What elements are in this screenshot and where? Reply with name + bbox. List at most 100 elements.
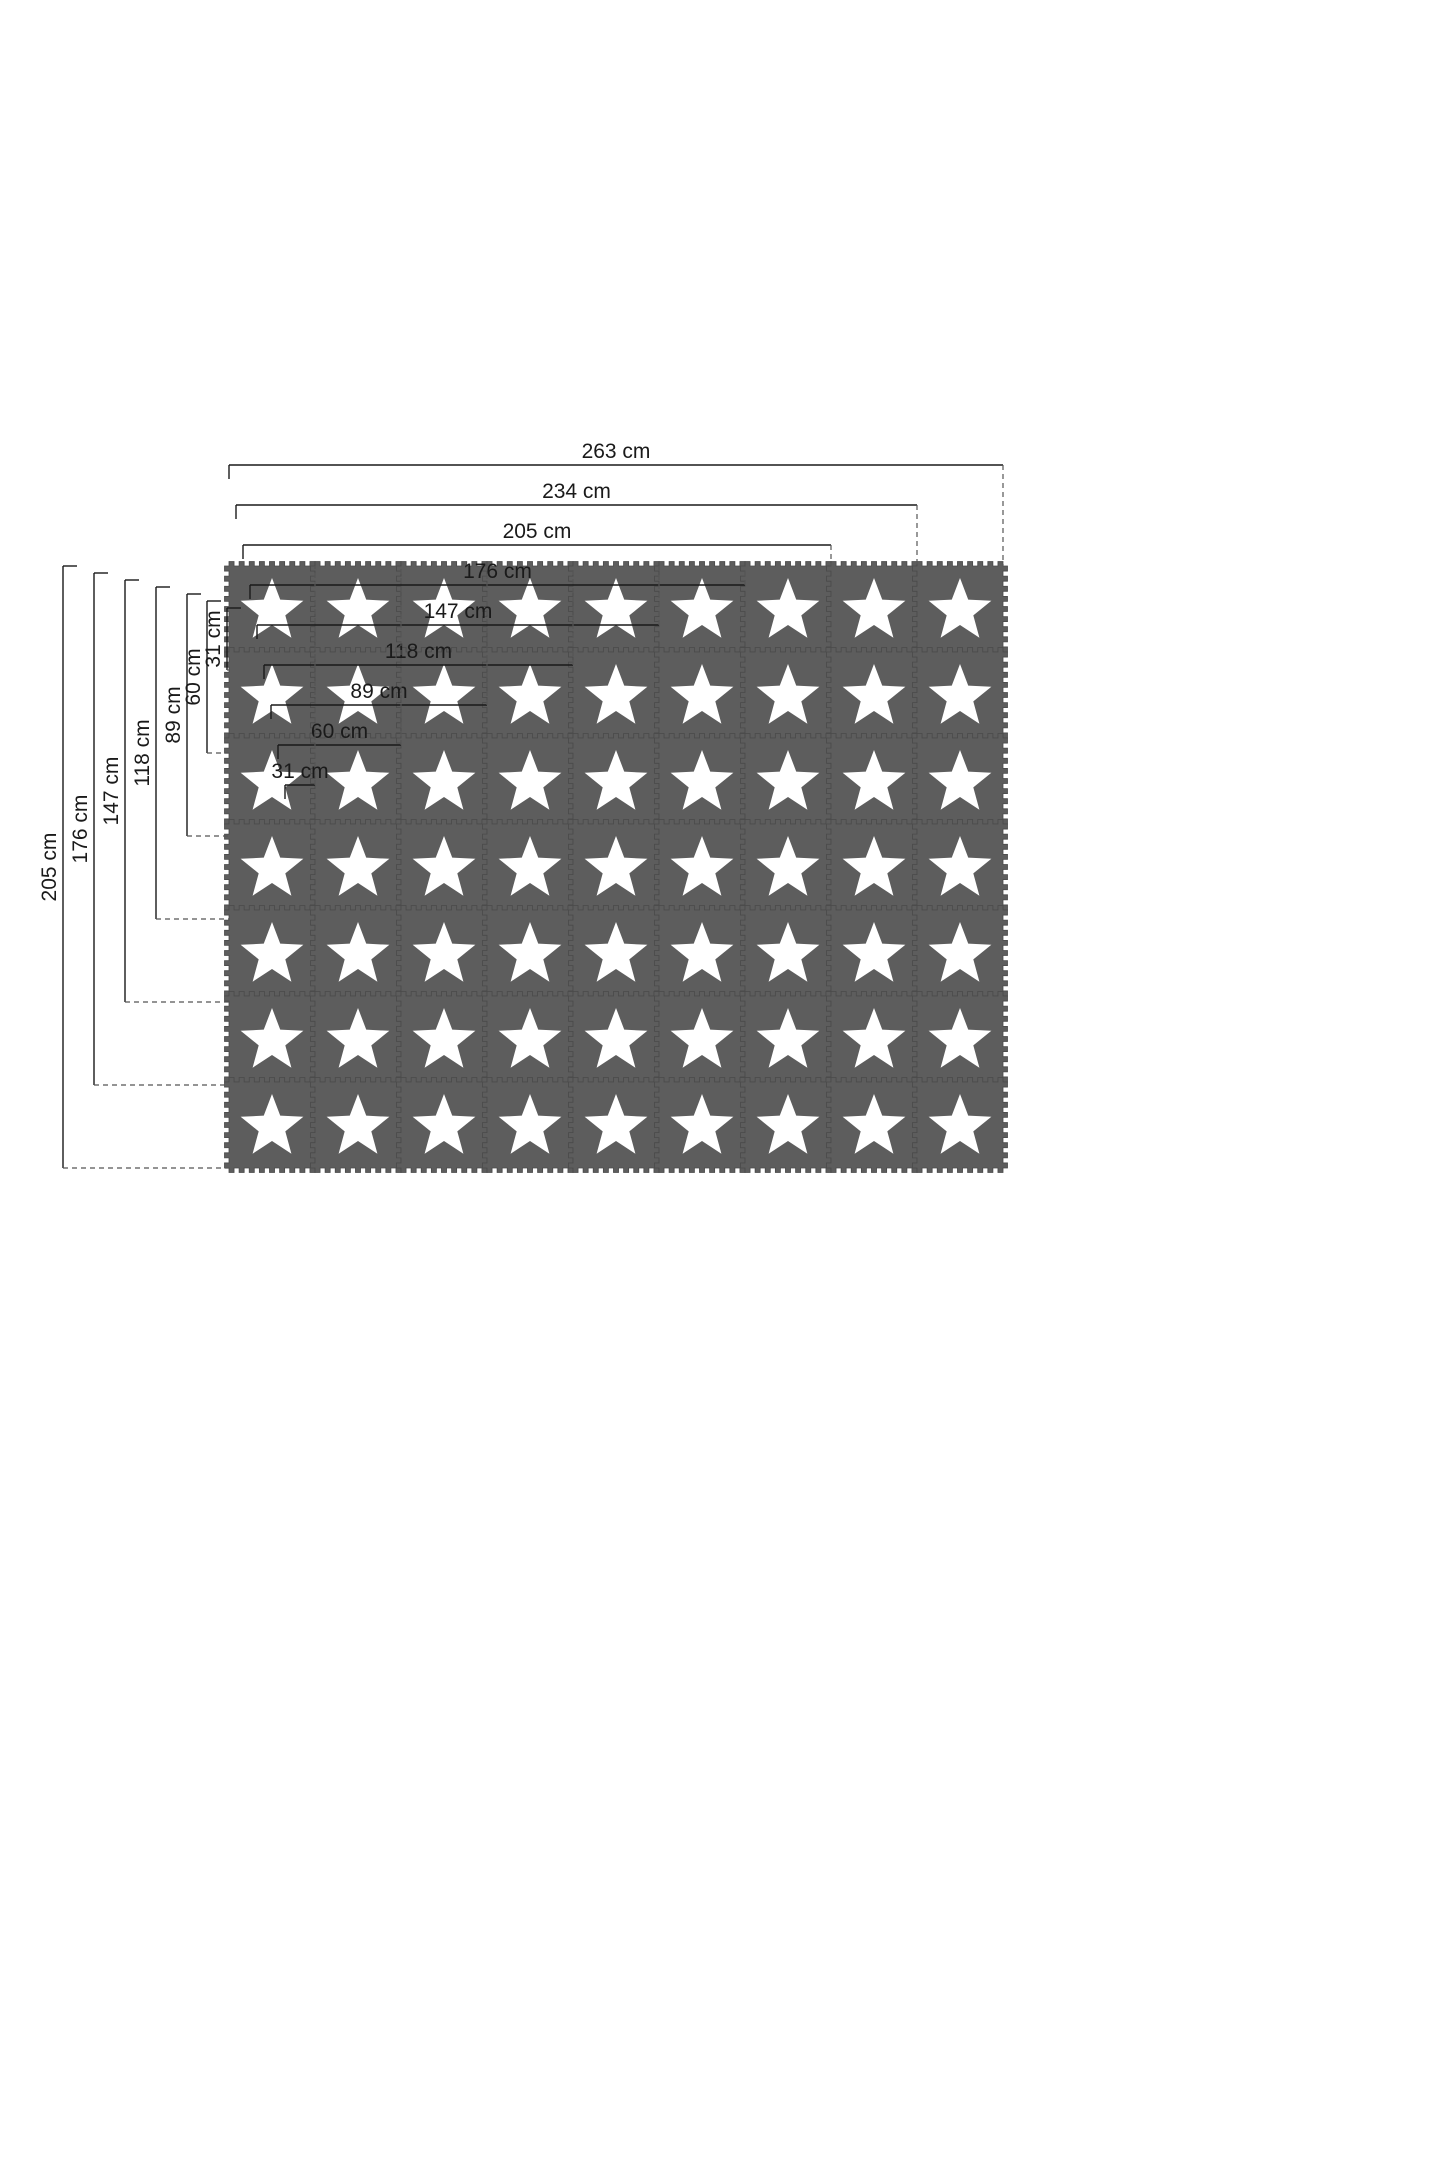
star-icon (498, 1094, 562, 1154)
star-icon (842, 664, 906, 724)
star-icon (756, 1094, 820, 1154)
mat-tile (826, 905, 922, 1001)
horizontal-dimension: 234 cm (235, 480, 918, 566)
dimension-label: 60 cm (311, 720, 368, 743)
dimension-label: 147 cm (424, 600, 493, 623)
dimension-label: 60 cm (182, 648, 205, 705)
star-icon (756, 922, 820, 982)
mat-tile (310, 991, 406, 1087)
mat-tile (912, 991, 1008, 1087)
star-icon (670, 664, 734, 724)
mat-tile (654, 561, 750, 657)
star-icon (928, 578, 992, 638)
mat-tile (568, 905, 664, 1001)
mat-tile (568, 561, 664, 657)
star-icon (842, 922, 906, 982)
star-icon (842, 836, 906, 896)
mat-tile (224, 647, 320, 743)
dimension-label: 176 cm (463, 560, 532, 583)
mat-tile (482, 647, 578, 743)
horizontal-dimension: 31 cm (271, 566, 329, 799)
mat-tile (740, 905, 836, 1001)
star-icon (928, 664, 992, 724)
mat-tile (224, 991, 320, 1087)
star-icon (756, 578, 820, 638)
star-icon (412, 836, 476, 896)
mat-tile (912, 733, 1008, 829)
mat-tile (912, 647, 1008, 743)
star-icon (326, 1094, 390, 1154)
mat-tile (826, 991, 922, 1087)
mat-tile (654, 1077, 750, 1173)
mat-tile (482, 733, 578, 829)
star-icon (412, 922, 476, 982)
mat-tile (482, 905, 578, 1001)
mat-tile (654, 647, 750, 743)
mat-tile (482, 819, 578, 915)
mat-tile (912, 819, 1008, 915)
mat-tile (310, 1077, 406, 1173)
star-icon (240, 1008, 304, 1068)
horizontal-dimension: 89 cm (270, 566, 488, 719)
star-icon (326, 664, 390, 724)
star-icon (842, 1094, 906, 1154)
mat-tile (740, 733, 836, 829)
vertical-dimension: 205 cm (38, 565, 229, 1169)
dimension-label: 31 cm (202, 610, 225, 667)
mat-tile (310, 905, 406, 1001)
mat-tile (568, 733, 664, 829)
dimension-label: 118 cm (385, 640, 452, 663)
mat-tile (740, 561, 836, 657)
vertical-dimension: 118 cm (131, 586, 229, 920)
mat-tile (224, 819, 320, 915)
vertical-dimension: 176 cm (69, 572, 229, 1086)
dimension-label: 147 cm (100, 757, 123, 826)
horizontal-dimension: 263 cm (228, 440, 1004, 566)
dimension-label: 31 cm (271, 760, 328, 783)
star-icon (842, 578, 906, 638)
mat-tile (740, 1077, 836, 1173)
star-icon (412, 750, 476, 810)
star-icon (670, 1008, 734, 1068)
mat-tile (826, 561, 922, 657)
star-icon (584, 750, 648, 810)
star-icon (498, 578, 562, 638)
star-icon (326, 750, 390, 810)
dimension-label: 118 cm (131, 719, 154, 786)
mat-tile (482, 991, 578, 1087)
dimension-label: 89 cm (162, 686, 185, 743)
mat-tile (568, 1077, 664, 1173)
mat-tile (826, 733, 922, 829)
dimension-label: 89 cm (350, 680, 407, 703)
star-icon (240, 836, 304, 896)
mat-tile (654, 905, 750, 1001)
mat-tile (310, 819, 406, 915)
star-icon (842, 750, 906, 810)
star-icon (498, 922, 562, 982)
mat-tile (654, 819, 750, 915)
mat-tile (224, 1077, 320, 1173)
star-icon (240, 664, 304, 724)
mat-tile (482, 1077, 578, 1173)
star-icon (240, 578, 304, 638)
star-icon (412, 578, 476, 638)
dimension-label: 263 cm (582, 440, 651, 463)
dimension-label: 176 cm (69, 795, 92, 864)
mat-tile (826, 1077, 922, 1173)
mat-tile (826, 647, 922, 743)
star-icon (670, 922, 734, 982)
mat-tile (740, 991, 836, 1087)
star-icon (240, 1094, 304, 1154)
star-icon (326, 922, 390, 982)
star-icon (240, 922, 304, 982)
mat-tile (224, 905, 320, 1001)
mat-tile (912, 905, 1008, 1001)
star-icon (756, 836, 820, 896)
star-icon (928, 750, 992, 810)
mat-tile (740, 647, 836, 743)
horizontal-dimension: 205 cm (242, 520, 832, 566)
dimension-label: 234 cm (542, 480, 611, 503)
star-icon (756, 1008, 820, 1068)
star-icon (756, 750, 820, 810)
